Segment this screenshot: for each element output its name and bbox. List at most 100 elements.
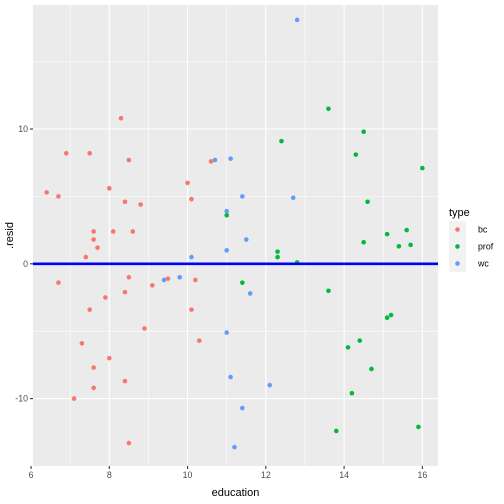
data-point-prof bbox=[275, 249, 280, 254]
data-point-prof bbox=[349, 390, 355, 396]
data-point-wc bbox=[228, 374, 233, 380]
data-point-prof bbox=[240, 280, 245, 285]
minor-gridlines bbox=[33, 5, 438, 466]
data-point-bc bbox=[71, 396, 77, 401]
data-point-bc bbox=[130, 229, 136, 234]
data-point-prof bbox=[275, 254, 280, 260]
y-axis-title: .resid bbox=[4, 222, 16, 249]
data-point-bc bbox=[83, 254, 89, 260]
data-point-bc bbox=[87, 307, 93, 312]
data-point-prof bbox=[408, 242, 413, 248]
data-point-bc bbox=[91, 385, 96, 391]
data-point-prof bbox=[361, 239, 366, 245]
x-tick-label: 8 bbox=[107, 470, 112, 480]
data-point-bc bbox=[189, 307, 194, 312]
data-point-bc bbox=[142, 326, 147, 331]
data-point-bc bbox=[91, 237, 96, 242]
data-point-bc bbox=[103, 295, 108, 300]
data-point-bc bbox=[56, 194, 61, 199]
x-tick-label: 14 bbox=[339, 470, 349, 480]
data-point-prof bbox=[396, 243, 402, 249]
legend: type bc prof wc bbox=[449, 207, 494, 272]
data-point-prof bbox=[333, 428, 339, 434]
data-point-bc bbox=[91, 365, 96, 370]
data-point-prof bbox=[326, 288, 331, 294]
data-point-prof bbox=[326, 106, 331, 112]
data-point-prof bbox=[361, 129, 366, 135]
data-point-prof bbox=[420, 165, 425, 171]
data-point-bc bbox=[122, 378, 128, 384]
data-point-bc bbox=[126, 274, 132, 280]
data-point-wc bbox=[224, 248, 229, 253]
data-point-bc bbox=[185, 180, 190, 186]
x-tick-label: 10 bbox=[183, 470, 193, 480]
legend-label-wc: wc bbox=[477, 259, 489, 269]
y-axis: -10 0 10 bbox=[15, 124, 33, 404]
data-point-bc bbox=[165, 276, 171, 281]
data-point-bc bbox=[150, 283, 155, 288]
data-point-bc bbox=[63, 150, 69, 156]
data-point-wc bbox=[290, 195, 296, 201]
data-point-bc bbox=[107, 355, 112, 361]
data-point-prof bbox=[224, 212, 229, 218]
data-point-bc bbox=[122, 199, 128, 205]
data-point-wc bbox=[161, 277, 167, 283]
data-point-bc bbox=[126, 157, 132, 163]
data-point-prof bbox=[279, 138, 284, 144]
data-point-bc bbox=[208, 159, 214, 164]
data-point-prof bbox=[345, 345, 351, 350]
data-point-prof bbox=[416, 424, 421, 430]
data-point-wc bbox=[177, 274, 183, 280]
data-point-prof bbox=[353, 152, 359, 157]
legend-swatch-prof bbox=[455, 244, 460, 249]
data-point-prof bbox=[404, 227, 409, 233]
legend-label-prof: prof bbox=[478, 242, 494, 252]
data-point-wc bbox=[247, 291, 253, 296]
data-point-bc bbox=[79, 341, 85, 346]
legend-swatch-wc bbox=[455, 261, 460, 266]
data-point-bc bbox=[126, 440, 132, 446]
data-point-bc bbox=[193, 277, 198, 283]
data-point-bc bbox=[197, 338, 202, 343]
data-point-wc bbox=[212, 157, 218, 163]
data-point-wc bbox=[240, 405, 245, 411]
data-point-prof bbox=[384, 231, 390, 237]
data-point-prof bbox=[388, 312, 394, 318]
y-tick-label: -10 bbox=[15, 394, 28, 404]
data-point-bc bbox=[110, 229, 116, 234]
legend-title: type bbox=[449, 207, 470, 219]
data-point-wc bbox=[224, 330, 229, 335]
data-point-wc bbox=[243, 237, 249, 242]
x-axis: 6 8 10 12 14 16 bbox=[29, 466, 427, 480]
data-point-prof bbox=[357, 338, 363, 343]
y-tick-label: 0 bbox=[23, 259, 28, 269]
data-point-wc bbox=[228, 156, 233, 161]
data-points bbox=[44, 17, 425, 450]
data-point-prof bbox=[365, 199, 370, 205]
data-point-prof bbox=[384, 315, 390, 321]
data-point-bc bbox=[122, 289, 128, 295]
panel-background bbox=[33, 5, 438, 466]
x-axis-title: education bbox=[212, 487, 260, 499]
data-point-bc bbox=[118, 115, 124, 121]
x-tick-label: 12 bbox=[261, 470, 271, 480]
data-point-bc bbox=[44, 190, 49, 195]
data-point-bc bbox=[95, 245, 100, 250]
data-point-bc bbox=[138, 202, 143, 207]
legend-label-bc: bc bbox=[478, 225, 488, 235]
data-point-wc bbox=[240, 194, 245, 199]
data-point-wc bbox=[232, 444, 237, 450]
y-tick-label: 10 bbox=[18, 124, 28, 134]
x-tick-label: 16 bbox=[417, 470, 427, 480]
data-point-bc bbox=[91, 229, 96, 234]
data-point-wc bbox=[267, 382, 273, 388]
data-point-wc bbox=[224, 208, 229, 214]
data-point-bc bbox=[189, 196, 194, 202]
major-gridlines bbox=[30, 5, 438, 466]
data-point-wc bbox=[294, 17, 300, 23]
x-tick-label: 6 bbox=[29, 470, 34, 480]
data-point-prof bbox=[369, 366, 374, 372]
data-point-bc bbox=[87, 150, 93, 156]
data-point-wc bbox=[189, 254, 194, 260]
